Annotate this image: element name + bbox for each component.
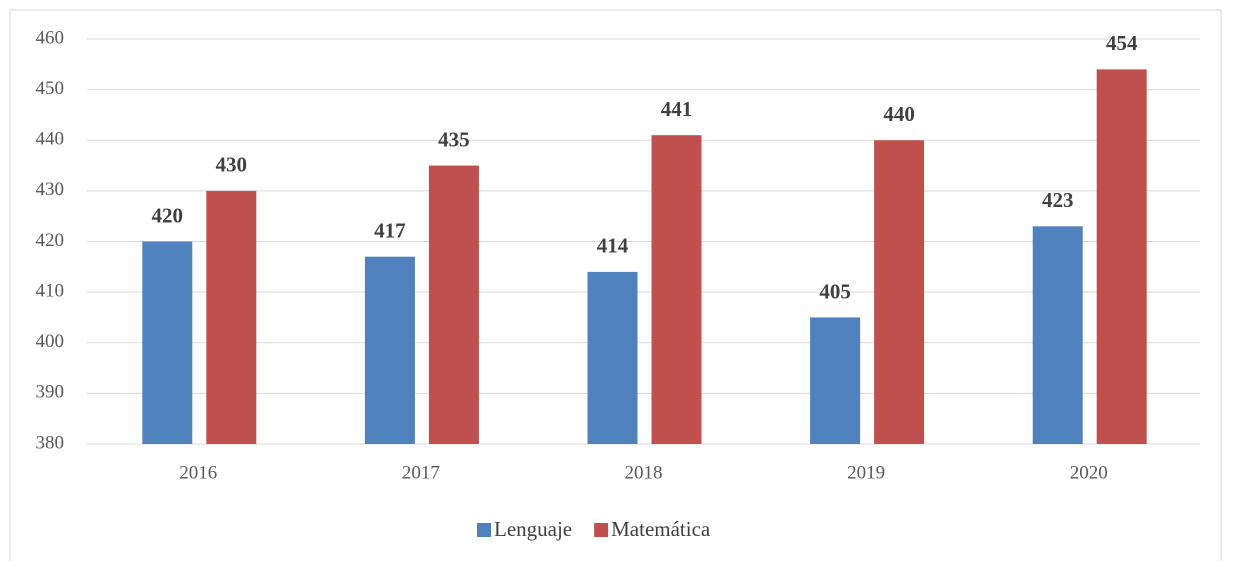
value-label: 435 <box>438 127 470 151</box>
y-tick-label: 380 <box>36 432 65 453</box>
x-tick-label: 2016 <box>179 462 217 483</box>
legend-swatch <box>477 523 491 537</box>
bar <box>874 140 925 444</box>
value-label: 405 <box>819 279 851 303</box>
legend-label: Lenguaje <box>494 517 572 541</box>
y-tick-label: 410 <box>36 280 65 301</box>
bar <box>810 317 861 444</box>
value-label: 414 <box>597 234 629 258</box>
y-tick-label: 400 <box>36 331 65 352</box>
value-label: 420 <box>152 203 184 227</box>
y-tick-label: 420 <box>36 230 65 251</box>
x-tick-label: 2019 <box>847 462 885 483</box>
x-tick-label: 2017 <box>402 462 440 483</box>
x-tick-label: 2018 <box>625 462 663 483</box>
bar <box>206 190 257 444</box>
bar <box>428 165 479 444</box>
value-label: 454 <box>1106 31 1138 55</box>
legend-label: Matemática <box>611 517 711 541</box>
bar <box>651 135 702 444</box>
bar <box>364 256 415 444</box>
value-label: 430 <box>216 153 248 177</box>
x-tick-label: 2020 <box>1070 462 1108 483</box>
y-tick-label: 430 <box>36 179 65 200</box>
y-tick-label: 460 <box>36 27 65 48</box>
y-tick-label: 440 <box>36 129 65 150</box>
bar <box>1032 226 1083 444</box>
y-tick-label: 390 <box>36 382 65 403</box>
value-label: 423 <box>1042 188 1074 212</box>
y-tick-label: 450 <box>36 78 65 99</box>
bar <box>587 271 638 444</box>
value-label: 440 <box>883 102 915 126</box>
chart-border <box>9 9 1222 561</box>
bar <box>142 241 193 444</box>
value-label: 417 <box>374 219 406 243</box>
bar <box>1096 69 1147 444</box>
legend-swatch <box>594 523 609 537</box>
value-label: 441 <box>661 97 693 121</box>
